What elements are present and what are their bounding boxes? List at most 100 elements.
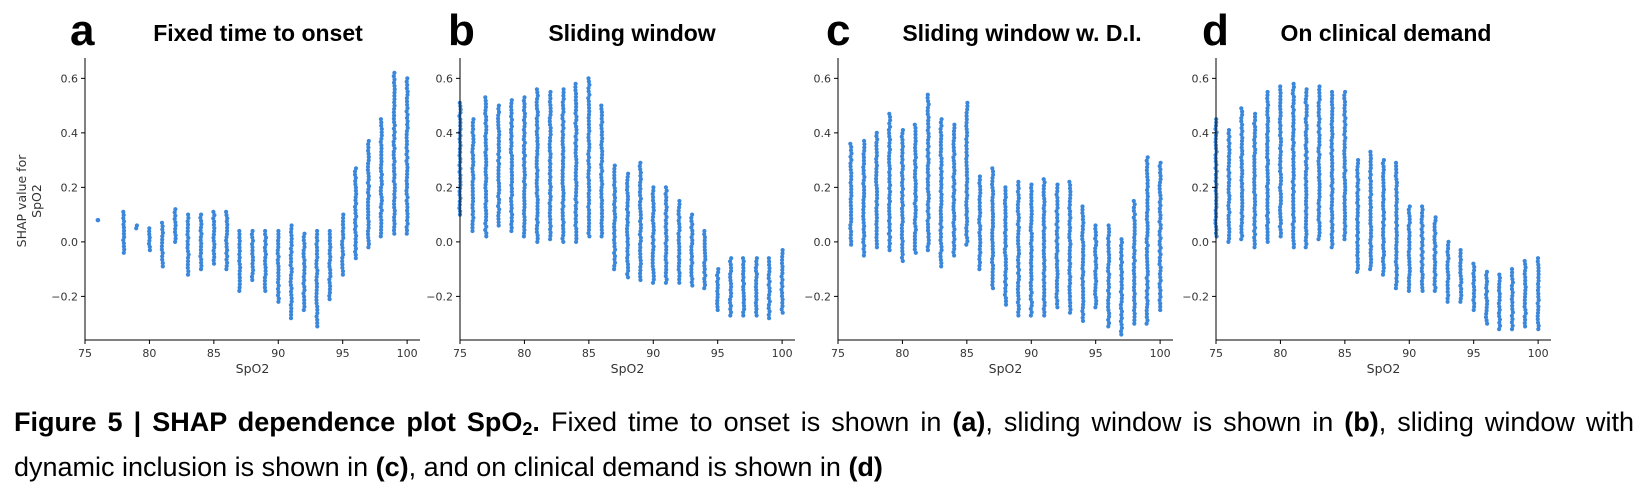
data-point (1381, 164, 1386, 169)
data-point (185, 259, 191, 264)
data-point (612, 189, 618, 194)
data-point (573, 141, 578, 146)
data-point (1003, 214, 1008, 219)
scatter-points (1213, 81, 1541, 332)
data-point (977, 204, 982, 209)
data-point (1394, 197, 1399, 202)
data-point (862, 243, 867, 248)
data-point (509, 186, 514, 191)
data-point (1342, 181, 1348, 186)
data-point (379, 159, 384, 164)
data-point (1342, 171, 1347, 176)
data-point (122, 235, 127, 240)
data-point (352, 204, 358, 209)
data-point (977, 217, 982, 222)
data-point (689, 270, 694, 275)
data-point (965, 179, 970, 185)
data-point (991, 192, 996, 197)
data-point (134, 223, 139, 228)
data-point (548, 155, 553, 160)
data-point (289, 296, 294, 301)
data-point (509, 121, 514, 126)
data-point (1015, 280, 1021, 285)
data-point (1303, 235, 1309, 240)
data-point (663, 274, 668, 279)
x-axis-label: SpO2 (611, 361, 645, 376)
data-point (754, 297, 759, 302)
data-point (599, 116, 604, 121)
data-point (612, 225, 617, 230)
data-point (887, 150, 892, 155)
data-point (964, 196, 969, 201)
data-point (1042, 225, 1047, 230)
data-point (199, 241, 204, 246)
data-point (1497, 275, 1502, 280)
data-point (470, 150, 475, 155)
data-point (1381, 207, 1386, 212)
data-point (1157, 183, 1162, 188)
data-point (573, 88, 578, 93)
data-point (625, 233, 630, 238)
data-point (663, 257, 668, 262)
data-point (1265, 226, 1270, 231)
data-point (1240, 214, 1245, 219)
data-point (509, 228, 514, 234)
data-point (392, 198, 397, 203)
data-point (754, 291, 759, 296)
data-point (887, 157, 892, 162)
data-point (289, 299, 294, 304)
data-point (861, 155, 867, 160)
data-point (861, 230, 867, 235)
data-point (263, 255, 268, 260)
data-point (1265, 138, 1270, 143)
data-point (391, 179, 396, 184)
data-point (1016, 254, 1021, 259)
data-point (625, 184, 630, 189)
data-point (1368, 159, 1373, 164)
data-point (1068, 304, 1073, 309)
data-point (1265, 194, 1270, 199)
data-point (638, 251, 643, 257)
data-point (728, 300, 733, 305)
data-point (779, 261, 785, 266)
data-point (1264, 184, 1270, 189)
data-point (689, 257, 694, 262)
data-point (1081, 292, 1086, 297)
data-point (1394, 246, 1399, 251)
data-point (314, 301, 319, 306)
data-point (497, 132, 502, 137)
data-point (625, 204, 630, 209)
data-point (1407, 272, 1412, 277)
data-point (926, 115, 931, 120)
data-point (535, 152, 540, 157)
data-point (1106, 239, 1111, 244)
data-point (484, 211, 489, 216)
data-point (1497, 291, 1502, 296)
data-point (159, 244, 164, 249)
figure-caption: Figure 5 | SHAP dependence plot SpO2. Fi… (14, 407, 1634, 482)
data-point (1080, 256, 1086, 261)
data-point (561, 204, 566, 209)
data-point (522, 130, 527, 136)
x-tick-label: 95 (711, 347, 725, 360)
data-point (366, 245, 371, 250)
data-point (1132, 314, 1137, 320)
data-point (780, 271, 785, 276)
data-point (612, 205, 617, 210)
data-point (341, 225, 346, 231)
data-point (990, 237, 995, 242)
data-point (484, 198, 489, 203)
data-point (1106, 317, 1111, 322)
data-point (1067, 291, 1072, 296)
data-point (1029, 218, 1034, 223)
data-point (600, 119, 605, 125)
data-point (951, 148, 957, 153)
data-point (1330, 115, 1335, 120)
data-point (548, 227, 553, 232)
data-point (887, 205, 892, 210)
data-point (586, 208, 592, 213)
data-point (392, 77, 397, 82)
data-point (1458, 257, 1463, 262)
data-point (939, 162, 944, 168)
data-point (1278, 182, 1283, 187)
